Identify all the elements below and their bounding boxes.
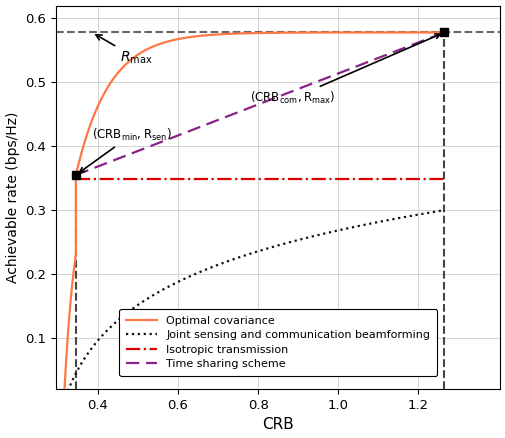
Joint sensing and communication beamforming [299,236,306,241]
Optimal covariance [236,31,242,36]
Optimal covariance [440,30,446,35]
Optimal covariance [410,30,416,35]
Optimal covariance [342,30,348,35]
X-axis label: CRB: CRB [262,417,293,432]
Joint sensing and communication beamforming [61,399,67,405]
Line: Optimal covariance: Optimal covariance [64,32,443,402]
Joint sensing and communication beamforming [211,264,217,269]
Line: Joint sensing and communication beamforming: Joint sensing and communication beamform… [64,210,443,402]
Joint sensing and communication beamforming [107,325,113,331]
Optimal covariance [405,30,411,35]
Joint sensing and communication beamforming [337,227,343,233]
Optimal covariance [61,399,67,405]
Optimal covariance [124,61,130,66]
Optimal covariance [75,163,81,169]
Text: $R_{\rm max}$: $R_{\rm max}$ [96,35,152,66]
Text: $(\rm CRB_{com},R_{max})$: $(\rm CRB_{com},R_{max})$ [249,34,439,106]
Joint sensing and communication beamforming [335,228,341,233]
Y-axis label: Achievable rate (bps/Hz): Achievable rate (bps/Hz) [6,112,20,283]
Text: $(\rm CRB_{min},R_{sen})$: $(\rm CRB_{min},R_{sen})$ [79,127,171,172]
Joint sensing and communication beamforming [440,208,446,213]
Legend: Optimal covariance, Joint sensing and communication beamforming, Isotropic trans: Optimal covariance, Joint sensing and co… [119,309,436,376]
Joint sensing and communication beamforming [184,275,190,280]
